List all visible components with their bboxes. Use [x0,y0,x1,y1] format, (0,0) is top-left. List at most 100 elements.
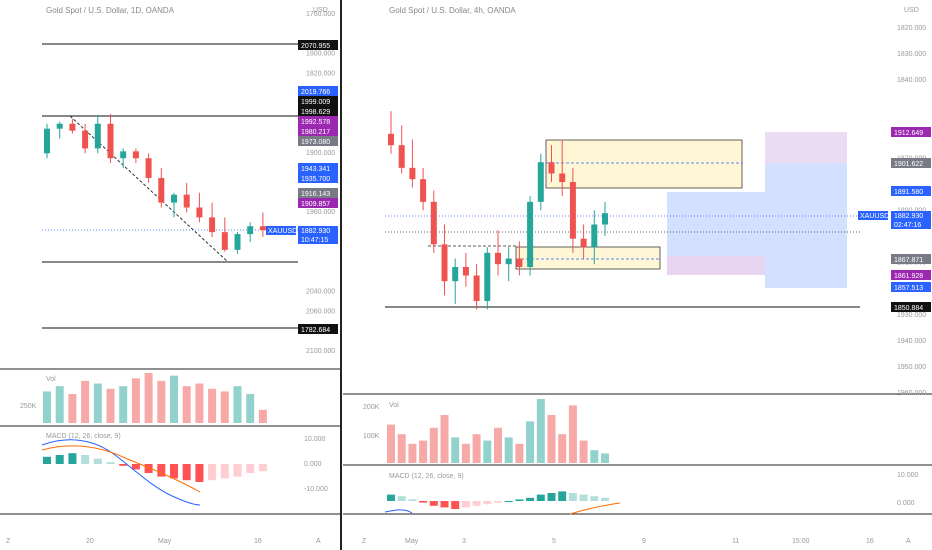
right-purple-box-b[interactable] [667,256,765,275]
left-candle [132,151,139,159]
left-volume-bar [93,383,102,423]
right-axis-tick: 1840.000 [897,77,926,84]
left-axis-tick: 1800.000 [306,51,335,58]
right-volume-bar [558,434,567,463]
right-axis-tick: 1830.000 [897,51,926,58]
right-candle [505,258,512,265]
right-macd-bar [526,497,535,501]
right-volume-bar [579,440,588,463]
right-supply-zone[interactable] [545,139,743,189]
left-price-label-bg [298,324,338,334]
right-macd-bar [590,496,599,501]
right-volume-bar [461,443,470,463]
right-candle [462,267,469,276]
left-volume-bar [43,391,51,423]
right-macd-bar [451,501,460,509]
right-macd-bar [536,494,545,501]
right-purple-box-a[interactable] [765,132,847,163]
left-price-label: 2070.955 [301,43,330,50]
left-volume-bar [157,380,166,423]
right-price-label-bg [891,302,931,312]
right-candle [420,179,427,202]
right-macd-bar [504,501,513,502]
right-candle [441,244,448,282]
right-price-label-bg [891,282,931,292]
left-price-label-bg [298,188,338,198]
right-price-label: 1850.884 [894,305,923,312]
right-volume-bar [504,437,513,463]
left-price-label-bg [298,136,338,146]
right-a-button[interactable]: A [906,538,911,545]
right-time-tick-5: 11 [732,538,739,545]
left-macd-bar [131,464,140,470]
right-volume-bar [483,440,492,463]
left-macd-bar [93,458,102,464]
left-z-button[interactable]: Z [6,538,11,545]
left-price-label: 1782.684 [301,327,330,334]
left-candles [44,113,266,254]
left-time-tick-2: May [158,538,172,545]
left-volume-bar [68,394,77,423]
left-volume-bar [208,388,217,423]
left-price-label: 1999.009 [301,99,330,106]
right-signal-line [569,502,621,515]
left-candle [94,123,101,149]
left-a-button[interactable]: A [316,538,321,545]
right-z-button[interactable]: Z [362,538,367,545]
left-macd-bar [68,453,77,464]
left-volume-bar [182,386,191,423]
left-candle [234,234,241,250]
left-volume-label: Vol [46,376,56,383]
right-macd-bar [558,491,567,501]
right-candles [388,111,608,310]
right-candle [516,258,523,268]
right-blue-box-a[interactable] [667,192,765,256]
left-price-label-bg [298,163,338,173]
right-blue-box-b[interactable] [765,163,847,288]
left-volume-bar [106,388,115,423]
right-currency-label[interactable]: USD [904,7,919,14]
right-macd-bar [579,494,588,501]
right-volume-bar [408,443,417,463]
right-candle [537,162,544,202]
right-volume-label: Vol [389,402,399,409]
left-volume-bar [55,386,64,423]
left-candle [82,130,89,149]
right-macd-bar [568,493,577,501]
right-price-label-bg [891,158,931,168]
right-demand-zone[interactable] [515,246,661,270]
right-macd-line [384,509,413,514]
right-macd-tick-2: 0.000 [897,500,915,507]
left-price-label: 1916.143 [301,191,330,198]
right-candle [484,252,491,302]
left-macd-bar [144,464,153,473]
left-signal-line [41,445,201,493]
right-volume-bar [568,405,577,463]
right-axis-tick: 1820.000 [897,25,926,32]
left-current-price: 1882.930 [301,228,330,235]
left-macd-bar [258,464,267,472]
right-time-tick-2: 3 [462,538,466,545]
left-axis-tick: 2060.000 [306,308,335,315]
right-candle [559,173,566,183]
left-macd-label: MACD (12, 26, close, 9) [46,433,121,440]
left-macd-histogram [43,453,267,482]
right-volume-bar [387,424,395,463]
right-candle [473,275,480,302]
left-price-label: 1992.578 [301,119,330,126]
left-macd-bar [195,464,204,482]
right-volume-bar [590,450,599,463]
left-candle [44,128,50,154]
left-volume-bar [144,373,153,423]
left-price-label: 2019.766 [301,89,330,96]
left-axis-tick: 1960.000 [306,209,335,216]
left-price-label: 1973.080 [301,139,330,146]
left-currency-label[interactable]: USD [313,7,328,14]
right-current-price: 1882.930 [894,213,923,220]
right-chart-title: Gold Spot / U.S. Dollar, 4h, OANDA [389,6,516,15]
left-volume-bar [131,378,140,423]
right-timer: 02:47:16 [894,222,921,229]
right-price-label-bg [891,254,931,264]
left-axis-tick: 1760.000 [306,11,335,18]
